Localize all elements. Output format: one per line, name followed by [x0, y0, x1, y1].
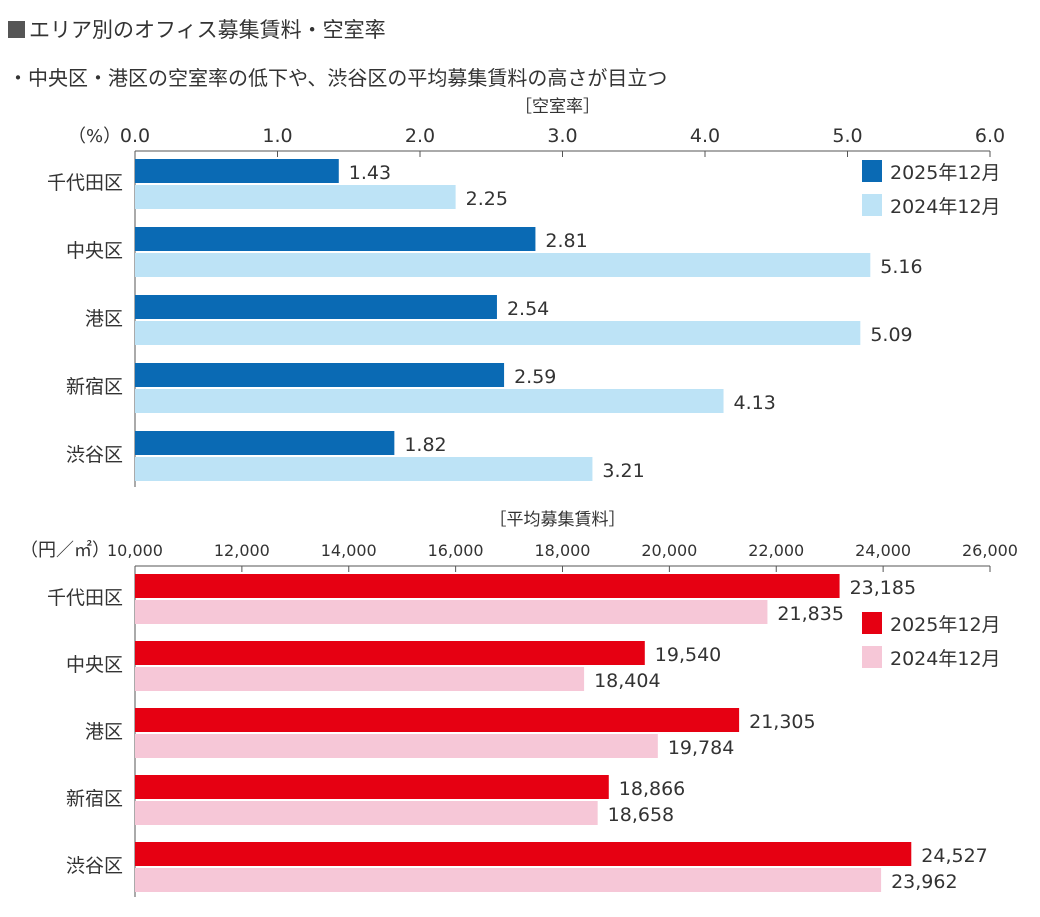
- vacancy-data-label: 4.13: [734, 392, 776, 414]
- rent-legend-label: 2025年12月: [890, 614, 1001, 636]
- page-title-text: エリア別のオフィス募集賃料・空室率: [29, 18, 386, 42]
- rent-category-label: 港区: [85, 721, 123, 743]
- rent-bar-2025: [135, 641, 645, 665]
- vacancy-data-label: 2.81: [545, 230, 587, 252]
- rent-category-label: 渋谷区: [66, 855, 123, 877]
- vacancy-category-label: 中央区: [66, 240, 123, 262]
- rent-x-tick-label: 14,000: [321, 541, 377, 560]
- rent-bar-2025: [135, 708, 740, 732]
- rent-data-label: 18,866: [619, 778, 685, 800]
- rent-x-tick-label: 18,000: [535, 541, 591, 560]
- rent-bar-2025: [135, 574, 840, 598]
- rent-x-tick-label: 20,000: [641, 541, 697, 560]
- vacancy-data-label: 5.16: [880, 256, 922, 278]
- vacancy-unit-label: （%）: [68, 126, 121, 147]
- vacancy-data-label: 2.54: [507, 298, 549, 320]
- rent-bar-2024: [135, 734, 658, 758]
- rent-chart-title: ［平均募集賃料］: [490, 510, 626, 530]
- rent-x-tick-label: 12,000: [214, 541, 270, 560]
- vacancy-x-tick-label: 1.0: [262, 125, 292, 147]
- vacancy-bar-2024: [135, 457, 593, 481]
- rent-data-label: 21,305: [749, 711, 815, 733]
- rent-data-label: 19,784: [668, 737, 734, 759]
- rent-data-label: 23,962: [891, 871, 957, 893]
- vacancy-legend-label: 2025年12月: [890, 162, 1001, 184]
- vacancy-bar-2025: [135, 295, 497, 319]
- vacancy-data-label: 5.09: [870, 324, 912, 346]
- rent-data-label: 19,540: [655, 644, 721, 666]
- rent-data-label: 18,404: [594, 670, 660, 692]
- rent-legend-label: 2024年12月: [890, 648, 1001, 670]
- rent-data-label: 21,835: [777, 603, 843, 625]
- vacancy-bar-2025: [135, 363, 505, 387]
- rent-data-label: 24,527: [921, 845, 987, 867]
- vacancy-category-label: 渋谷区: [66, 444, 123, 466]
- vacancy-bar-2024: [135, 253, 871, 277]
- vacancy-data-label: 2.25: [466, 188, 508, 210]
- rent-bar-2025: [135, 775, 609, 799]
- vacancy-x-tick-label: 2.0: [405, 125, 435, 147]
- vacancy-x-tick-label: 4.0: [690, 125, 720, 147]
- vacancy-category-label: 港区: [85, 308, 123, 330]
- rent-x-tick-label: 26,000: [962, 541, 1018, 560]
- vacancy-x-tick-label: 5.0: [832, 125, 862, 147]
- rent-bar-2024: [135, 600, 768, 624]
- rent-bar-2024: [135, 868, 882, 892]
- vacancy-bar-2024: [135, 321, 861, 345]
- rent-category-label: 中央区: [66, 654, 123, 676]
- vacancy-category-label: 新宿区: [66, 376, 123, 398]
- rent-bar-2024: [135, 801, 598, 825]
- rent-x-tick-label: 24,000: [855, 541, 911, 560]
- vacancy-bar-2025: [135, 227, 536, 251]
- rent-bar-2024: [135, 667, 585, 691]
- vacancy-data-label: 3.21: [602, 460, 644, 482]
- vacancy-bar-2025: [135, 159, 339, 183]
- vacancy-category-label: 千代田区: [47, 172, 123, 194]
- page-subtitle: ・中央区・港区の空室率の低下や、渋谷区の平均募集賃料の高さが目立つ: [8, 66, 668, 90]
- vacancy-x-tick-label: 6.0: [975, 125, 1005, 147]
- rent-bar-2025: [135, 842, 912, 866]
- vacancy-chart-title: ［空室率］: [515, 97, 600, 117]
- vacancy-data-label: 1.43: [349, 162, 391, 184]
- vacancy-legend-swatch: [862, 194, 882, 216]
- rent-category-label: 千代田区: [47, 587, 123, 609]
- rent-legend-swatch: [862, 646, 882, 668]
- vacancy-x-tick-label: 0.0: [120, 125, 150, 147]
- rent-x-tick-label: 16,000: [428, 541, 484, 560]
- vacancy-bar-2025: [135, 431, 395, 455]
- vacancy-bar-2024: [135, 185, 456, 209]
- rent-legend-swatch: [862, 612, 882, 634]
- rent-x-tick-label: 22,000: [748, 541, 804, 560]
- rent-x-tick-label: 10,000: [107, 541, 163, 560]
- rent-data-label: 23,185: [850, 577, 916, 599]
- rent-data-label: 18,658: [608, 804, 674, 826]
- page-title: エリア別のオフィス募集賃料・空室率: [8, 14, 386, 44]
- vacancy-legend-swatch: [862, 160, 882, 182]
- vacancy-x-tick-label: 3.0: [547, 125, 577, 147]
- vacancy-data-label: 1.82: [404, 434, 446, 456]
- vacancy-bar-2024: [135, 389, 724, 413]
- vacancy-data-label: 2.59: [514, 366, 556, 388]
- rent-category-label: 新宿区: [66, 788, 123, 810]
- vacancy-legend-label: 2024年12月: [890, 196, 1001, 218]
- title-square-icon: [8, 21, 25, 38]
- rent-unit-label: （円／㎡）: [20, 539, 110, 561]
